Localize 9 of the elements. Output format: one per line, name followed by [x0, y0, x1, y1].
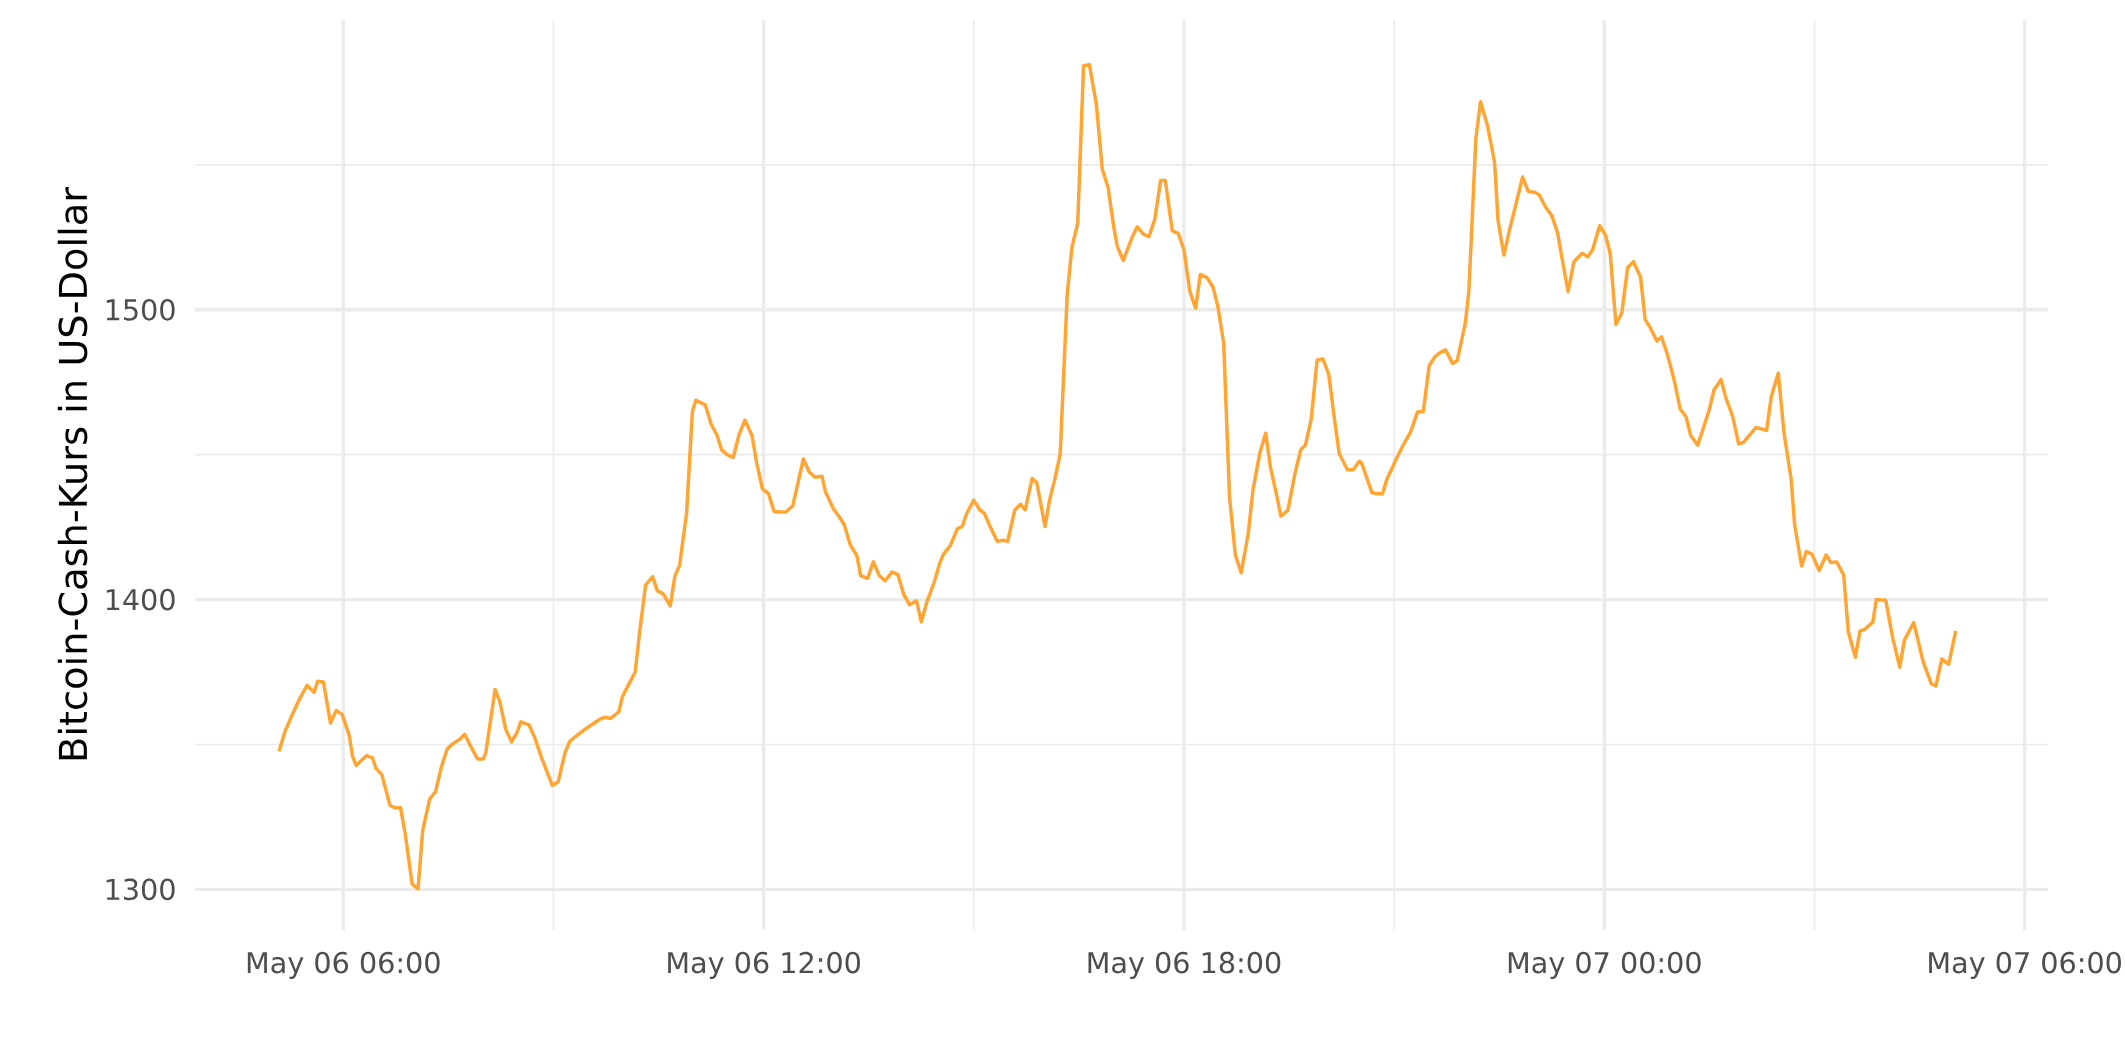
x-tick-label: May 07 00:00 [1508, 951, 1701, 979]
y-tick-label: 1300 [106, 878, 175, 901]
x-tick-label: May 07 06:00 [1929, 951, 2121, 979]
x-tick-label: May 06 12:00 [668, 951, 860, 979]
y-axis-title: Bitcoin-Cash-Kurs in US-Dollar [57, 186, 88, 760]
x-tick-label: May 06 18:00 [1088, 951, 1281, 979]
y-tick-label: 1400 [106, 588, 175, 611]
y-tick-label: 1500 [106, 298, 175, 321]
x-tick-label: May 06 06:00 [247, 951, 440, 979]
